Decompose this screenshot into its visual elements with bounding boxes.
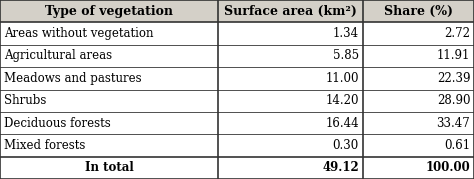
- Text: Areas without vegetation: Areas without vegetation: [4, 27, 153, 40]
- Text: 22.39: 22.39: [437, 72, 470, 85]
- Text: 11.00: 11.00: [325, 72, 359, 85]
- Text: 100.00: 100.00: [426, 161, 470, 174]
- Text: Type of vegetation: Type of vegetation: [45, 5, 173, 18]
- Text: 5.85: 5.85: [333, 49, 359, 62]
- Text: 0.61: 0.61: [444, 139, 470, 152]
- Text: Deciduous forests: Deciduous forests: [4, 117, 110, 130]
- Bar: [0, 0, 474, 22]
- Text: Agricultural areas: Agricultural areas: [4, 49, 112, 62]
- Text: In total: In total: [85, 161, 133, 174]
- Bar: [0, 134, 474, 157]
- Bar: [0, 67, 474, 90]
- Text: 14.20: 14.20: [325, 94, 359, 107]
- Bar: [0, 45, 474, 67]
- Text: Share (%): Share (%): [384, 5, 453, 18]
- Text: 49.12: 49.12: [322, 161, 359, 174]
- Text: 28.90: 28.90: [437, 94, 470, 107]
- Bar: [0, 90, 474, 112]
- Bar: [0, 157, 474, 179]
- Text: Shrubs: Shrubs: [4, 94, 46, 107]
- Bar: [0, 22, 474, 45]
- Text: Meadows and pastures: Meadows and pastures: [4, 72, 141, 85]
- Text: 1.34: 1.34: [333, 27, 359, 40]
- Bar: [0, 112, 474, 134]
- Text: Surface area (km²): Surface area (km²): [224, 5, 357, 18]
- Text: 0.30: 0.30: [333, 139, 359, 152]
- Text: 11.91: 11.91: [437, 49, 470, 62]
- Text: 16.44: 16.44: [325, 117, 359, 130]
- Text: Mixed forests: Mixed forests: [4, 139, 85, 152]
- Text: 2.72: 2.72: [444, 27, 470, 40]
- Text: 33.47: 33.47: [437, 117, 470, 130]
